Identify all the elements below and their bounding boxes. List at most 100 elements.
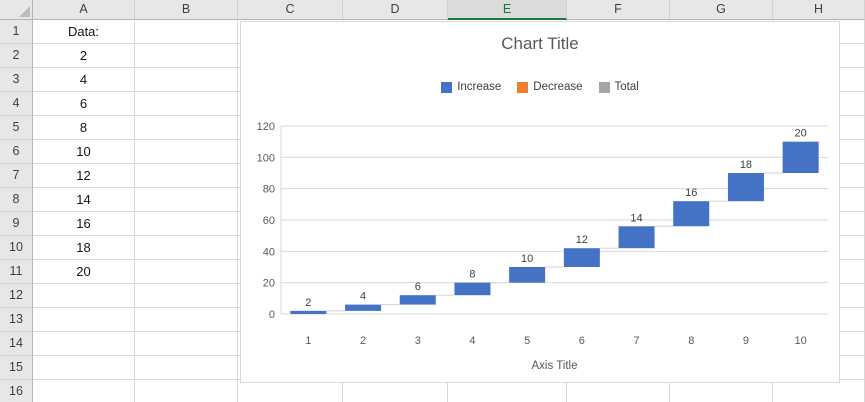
cell-B1[interactable] [135, 20, 238, 44]
row-header-11[interactable]: 11 [0, 260, 33, 284]
select-all-triangle-icon [19, 6, 30, 17]
row-header-16[interactable]: 16 [0, 380, 33, 402]
increase-bar-2[interactable] [345, 304, 382, 311]
cell-B3[interactable] [135, 68, 238, 92]
cell-A12[interactable] [33, 284, 135, 308]
chart-title[interactable]: Chart Title [501, 34, 579, 53]
cell-B9[interactable] [135, 212, 238, 236]
column-header-D[interactable]: D [343, 0, 448, 20]
increase-bar-3[interactable] [399, 295, 436, 305]
cell-B14[interactable] [135, 332, 238, 356]
cell-A6[interactable]: 10 [33, 140, 135, 164]
cell-D16[interactable] [343, 380, 448, 402]
cell-B13[interactable] [135, 308, 238, 332]
row-header-10[interactable]: 10 [0, 236, 33, 260]
y-tick-label: 20 [263, 278, 275, 290]
increase-bar-1[interactable] [290, 310, 327, 314]
cell-A2[interactable]: 2 [33, 44, 135, 68]
select-all-corner[interactable] [0, 0, 33, 20]
data-label: 8 [469, 269, 475, 281]
data-label: 6 [415, 281, 421, 293]
row-header-2[interactable]: 2 [0, 44, 33, 68]
cell-A5[interactable]: 8 [33, 116, 135, 140]
y-tick-label: 60 [263, 215, 275, 227]
legend-label: Decrease [533, 81, 583, 93]
column-header-F[interactable]: F [567, 0, 670, 20]
cell-A4[interactable]: 6 [33, 92, 135, 116]
legend-swatch-icon [441, 81, 453, 93]
cell-B6[interactable] [135, 140, 238, 164]
row-header-4[interactable]: 4 [0, 92, 33, 116]
column-header-C[interactable]: C [238, 0, 343, 20]
cell-B8[interactable] [135, 188, 238, 212]
cell-B11[interactable] [135, 260, 238, 284]
increase-bar-7[interactable] [618, 226, 655, 249]
x-tick-label: 2 [360, 335, 366, 347]
cell-A9[interactable]: 16 [33, 212, 135, 236]
cell-B16[interactable] [135, 380, 238, 402]
cell-A3[interactable]: 4 [33, 68, 135, 92]
x-axis-title[interactable]: Axis Title [531, 360, 577, 372]
legend-label: Total [614, 81, 639, 93]
data-label: 16 [685, 187, 697, 199]
increase-bar-8[interactable] [673, 201, 710, 227]
row-header-13[interactable]: 13 [0, 308, 33, 332]
cell-B12[interactable] [135, 284, 238, 308]
cell-B10[interactable] [135, 236, 238, 260]
row-header-9[interactable]: 9 [0, 212, 33, 236]
cell-A11[interactable]: 20 [33, 260, 135, 284]
cell-B2[interactable] [135, 44, 238, 68]
row-header-15[interactable]: 15 [0, 356, 33, 380]
cell-A15[interactable] [33, 356, 135, 380]
cell-B4[interactable] [135, 92, 238, 116]
cell-F16[interactable] [567, 380, 670, 402]
column-header-A[interactable]: A [33, 0, 135, 20]
row-header-1[interactable]: 1 [0, 20, 33, 44]
x-tick-label: 9 [743, 335, 749, 347]
column-header-E[interactable]: E [448, 0, 567, 20]
legend-item-decrease[interactable]: Decrease [517, 81, 583, 93]
cell-E16[interactable] [448, 380, 567, 402]
cell-A14[interactable] [33, 332, 135, 356]
row-header-3[interactable]: 3 [0, 68, 33, 92]
cell-A7[interactable]: 12 [33, 164, 135, 188]
legend-item-increase[interactable]: Increase [441, 81, 501, 93]
legend-item-total[interactable]: Total [598, 81, 639, 93]
increase-bar-6[interactable] [563, 248, 600, 267]
increase-bar-10[interactable] [782, 141, 819, 173]
row-header-5[interactable]: 5 [0, 116, 33, 140]
cell-B15[interactable] [135, 356, 238, 380]
column-header-B[interactable]: B [135, 0, 238, 20]
legend-swatch-icon [517, 81, 529, 93]
row-header-7[interactable]: 7 [0, 164, 33, 188]
cell-B7[interactable] [135, 164, 238, 188]
column-header-H[interactable]: H [773, 0, 865, 20]
cell-B5[interactable] [135, 116, 238, 140]
increase-bar-9[interactable] [727, 173, 764, 202]
x-tick-label: 8 [688, 335, 694, 347]
row-header-8[interactable]: 8 [0, 188, 33, 212]
y-tick-label: 40 [263, 246, 275, 258]
cell-A1[interactable]: Data: [33, 20, 135, 44]
chart-object[interactable]: Chart Title Increase Decrease Total 0 20 40 6… [240, 21, 840, 383]
x-tick-label: 10 [795, 335, 807, 347]
y-tick-label: 120 [257, 121, 275, 133]
cell-C16[interactable] [238, 380, 343, 402]
increase-bar-5[interactable] [509, 267, 546, 283]
row-header-6[interactable]: 6 [0, 140, 33, 164]
data-label: 10 [521, 253, 533, 265]
increase-bar-4[interactable] [454, 282, 491, 296]
cell-A13[interactable] [33, 308, 135, 332]
cell-G16[interactable] [670, 380, 773, 402]
cell-A16[interactable] [33, 380, 135, 402]
column-header-G[interactable]: G [670, 0, 773, 20]
row-header-14[interactable]: 14 [0, 332, 33, 356]
y-tick-label: 0 [269, 309, 275, 321]
legend-swatch-icon [598, 81, 610, 93]
row-header-12[interactable]: 12 [0, 284, 33, 308]
cell-A8[interactable]: 14 [33, 188, 135, 212]
cell-A10[interactable]: 18 [33, 236, 135, 260]
waterfall-plot: 0204060801001202142638410512614716818920… [257, 121, 828, 372]
data-label: 12 [576, 234, 588, 246]
